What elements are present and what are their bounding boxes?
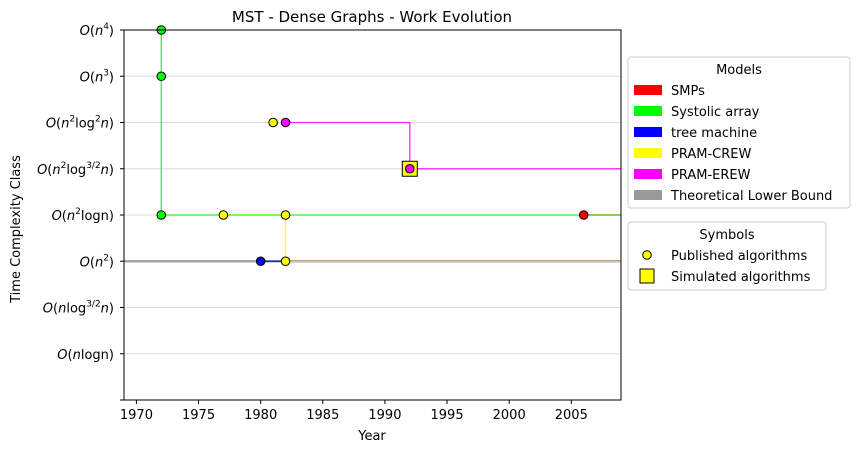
y-tick-label: O(n2) bbox=[80, 253, 114, 270]
y-tick-label: O(n2logn) bbox=[52, 207, 114, 224]
y-axis-ticks: O(nlogn) O(nlog3/2n) O(n2) O(n2logn) O(n2log… bbox=[37, 22, 124, 401]
data-point bbox=[156, 210, 167, 220]
x-tick-label: 1985 bbox=[306, 408, 339, 423]
data-point bbox=[268, 117, 278, 128]
x-tick-label: 1980 bbox=[244, 408, 277, 423]
y-tick-label: O(n2log2n) bbox=[46, 115, 114, 132]
data-point bbox=[280, 256, 291, 267]
legend-models-title: Models bbox=[716, 63, 762, 78]
chart-title: MST - Dense Graphs - Work Evolution bbox=[232, 8, 512, 26]
x-axis-label: Year bbox=[357, 429, 386, 444]
legend-swatch bbox=[634, 190, 662, 200]
y-tick-label: O(n4) bbox=[80, 22, 114, 39]
x-tick-label: 1975 bbox=[182, 408, 215, 423]
y-axis-label: Time Complexity Class bbox=[9, 155, 24, 304]
legend-label: PRAM-CREW bbox=[671, 147, 751, 162]
legend-models-box bbox=[627, 56, 851, 209]
legend-label: Published algorithms bbox=[671, 249, 807, 264]
x-tick-label: 1995 bbox=[431, 408, 464, 423]
legend-swatch bbox=[634, 169, 662, 179]
series-lines bbox=[124, 30, 621, 263]
legend-label: Systolic array bbox=[671, 105, 760, 120]
legend-circle-marker bbox=[642, 250, 652, 260]
legend-symbols-title: Symbols bbox=[699, 228, 754, 243]
x-tick-label: 1970 bbox=[120, 408, 153, 423]
legend-label: Simulated algorithms bbox=[671, 270, 811, 285]
data-point bbox=[218, 210, 229, 220]
legend-square-marker bbox=[639, 268, 655, 284]
data-point bbox=[280, 117, 291, 128]
data-point bbox=[255, 256, 266, 267]
legend-models: Models SMPs Systolic array tree machine PRA… bbox=[627, 56, 851, 209]
grid-lines bbox=[124, 29, 621, 355]
y-tick-label: O(n3) bbox=[80, 68, 114, 85]
x-tick-label: 2000 bbox=[493, 408, 526, 423]
series-line bbox=[285, 121, 621, 170]
x-axis-ticks: 1970 1975 1980 1985 1990 1995 2000 2005 bbox=[120, 400, 588, 423]
legend-label: SMPs bbox=[671, 84, 705, 99]
data-point bbox=[280, 210, 291, 220]
y-tick-label: O(n2log3/2n) bbox=[37, 161, 114, 178]
legend-symbols: Symbols Published algorithms Simulated al… bbox=[627, 221, 827, 291]
legend-swatch bbox=[634, 127, 662, 137]
x-tick-label: 1990 bbox=[368, 408, 401, 423]
legend-symbols-box bbox=[627, 221, 827, 291]
y-tick-label: O(nlog3/2n) bbox=[43, 300, 114, 317]
y-tick-label: O(nlogn) bbox=[57, 348, 114, 363]
data-markers bbox=[156, 25, 589, 267]
data-point bbox=[578, 210, 589, 220]
legend-swatch bbox=[634, 148, 662, 158]
legend-label: Theoretical Lower Bound bbox=[670, 189, 832, 204]
x-tick-label: 2005 bbox=[555, 408, 588, 423]
legend-swatch bbox=[634, 106, 662, 116]
legend-label: tree machine bbox=[671, 126, 757, 141]
legend-label: PRAM-EREW bbox=[671, 168, 751, 183]
legend-swatch bbox=[634, 85, 662, 95]
series-line bbox=[223, 214, 621, 262]
data-point bbox=[156, 71, 167, 82]
data-point bbox=[404, 163, 415, 174]
